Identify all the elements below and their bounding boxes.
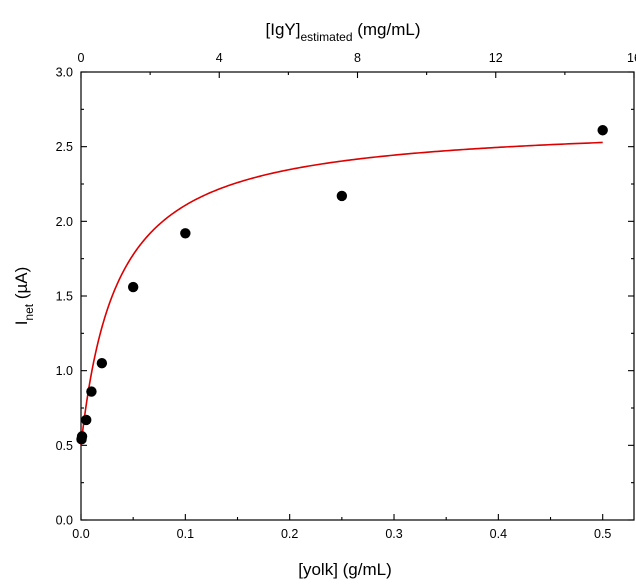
- x-tick-label: 0.5: [594, 527, 611, 541]
- data-points: [76, 125, 608, 445]
- bottom-x-axis: 0.0 0.1 0.2 0.3 0.4 0.5: [72, 514, 611, 541]
- top-tick-label: 8: [354, 51, 361, 65]
- y-tick-label: 0.5: [56, 439, 73, 453]
- y-tick-label: 1.0: [56, 364, 73, 378]
- data-point: [336, 190, 348, 202]
- data-point: [597, 125, 608, 136]
- plot-frame: [80, 71, 635, 521]
- top-tick-label: 4: [216, 51, 223, 65]
- x-tick-label: 0.0: [72, 527, 89, 541]
- data-point: [76, 431, 88, 442]
- data-point: [180, 228, 191, 239]
- fit-curve: [80, 141, 603, 446]
- x-tick-label: 0.1: [177, 527, 194, 541]
- top-tick-label: 12: [489, 51, 503, 65]
- right-y-axis: [628, 71, 634, 521]
- data-point: [86, 386, 97, 397]
- x-tick-label: 0.3: [385, 527, 402, 541]
- top-tick-label: 16: [627, 51, 636, 65]
- left-y-axis: 0.0 0.5 1.0 1.5 2.0 2.5 3.0: [56, 66, 87, 528]
- y-tick-label: 0.0: [56, 514, 73, 528]
- top-tick-label: 0: [78, 51, 85, 65]
- y-tick-label: 2.5: [56, 140, 73, 154]
- y-tick-label: 2.0: [56, 215, 73, 229]
- fit-curve-group: [80, 141, 603, 446]
- data-point: [96, 358, 108, 369]
- x-tick-label: 0.4: [490, 527, 507, 541]
- plot-border: [80, 71, 635, 521]
- x-tick-label: 0.2: [281, 527, 298, 541]
- y-axis-title: Inet (µA): [12, 267, 36, 326]
- x-axis-title: [yolk] (g/mL): [298, 560, 392, 579]
- data-point: [127, 281, 139, 293]
- top-x-axis: 0 4 8 12 16: [78, 51, 636, 78]
- top-axis-title: [IgY]estimated (mg/mL): [266, 20, 421, 44]
- y-tick-label: 3.0: [56, 66, 73, 80]
- data-point: [81, 414, 92, 426]
- y-tick-label: 1.5: [56, 290, 73, 304]
